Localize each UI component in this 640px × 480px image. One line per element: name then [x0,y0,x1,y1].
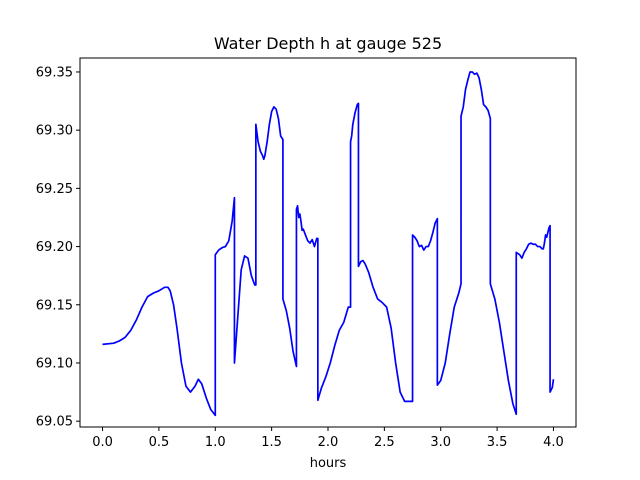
x-tick-label: 1.5 [261,435,282,450]
x-tick-label: 2.5 [374,435,395,450]
series-line-0 [102,71,555,417]
x-tick-label: 0.5 [149,435,170,450]
x-tick-label: 2.0 [318,435,339,450]
x-tick-label: 0.0 [92,435,113,450]
x-axis-label: hours [310,456,347,471]
x-tick-label: 3.5 [487,435,508,450]
y-tick-label: 69.25 [36,182,73,197]
y-tick-label: 69.20 [36,240,73,255]
plot-frame [79,57,577,428]
series-group [102,71,555,417]
plot-content [102,71,555,417]
chart-title: Water Depth h at gauge 525 [214,34,442,53]
x-tick-label: 1.0 [205,435,226,450]
y-axis-ticks: 69.05 69.10 69.15 69.20 69.25 69.30 69.35 [36,65,80,430]
x-tick-label: 4.0 [543,435,564,450]
y-tick-label: 69.30 [36,124,73,139]
y-tick-label: 69.10 [36,356,73,371]
y-tick-label: 69.15 [36,298,73,313]
x-tick-label: 3.0 [430,435,451,450]
y-tick-label: 69.05 [36,415,73,430]
y-tick-label: 69.35 [36,65,73,80]
x-axis-ticks: 0.0 0.5 1.0 1.5 2.0 2.5 3.0 3.5 4.0 [92,427,564,450]
